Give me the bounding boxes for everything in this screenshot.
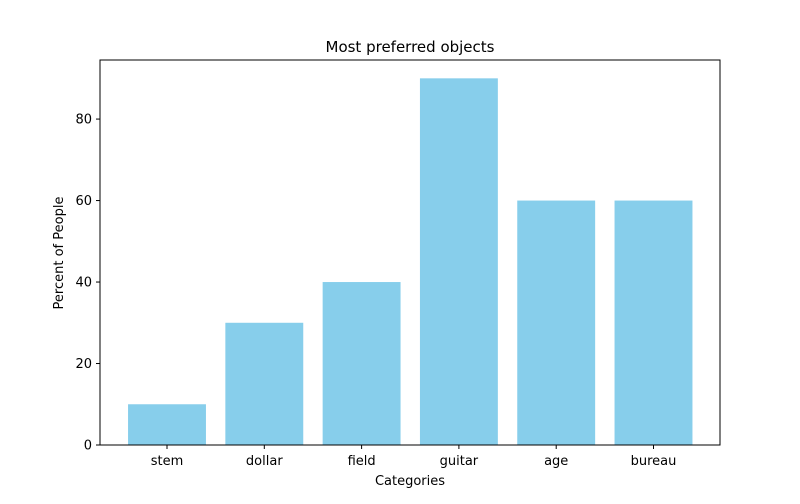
y-tick-label: 40 (75, 276, 92, 291)
x-tick-label: stem (151, 454, 184, 469)
x-tick-label: age (544, 454, 568, 469)
y-ticks-group: 0 20 40 60 80 (75, 113, 100, 454)
bar-age (517, 200, 596, 445)
y-tick-label: 80 (75, 113, 92, 128)
bar-dollar (225, 322, 304, 445)
chart-title: Most preferred objects (326, 38, 495, 56)
x-ticks-group: stem dollar field guitar age bureau (151, 445, 677, 469)
bars-group (128, 78, 693, 445)
x-tick-label: bureau (631, 454, 677, 469)
x-tick-label: dollar (246, 454, 283, 469)
x-axis-label: Categories (375, 474, 445, 489)
x-tick-label: field (348, 454, 376, 469)
y-axis-label: Percent of People (52, 197, 67, 310)
bar-bureau (614, 200, 693, 445)
plot-area-frame (99, 59, 721, 446)
x-tick-label: guitar (440, 454, 479, 469)
y-tick-label: 0 (84, 439, 92, 454)
bar-field (322, 282, 401, 445)
y-tick-label: 20 (75, 357, 92, 372)
bar-stem (128, 404, 206, 445)
bar-guitar (419, 78, 498, 445)
y-tick-label: 60 (75, 194, 92, 209)
